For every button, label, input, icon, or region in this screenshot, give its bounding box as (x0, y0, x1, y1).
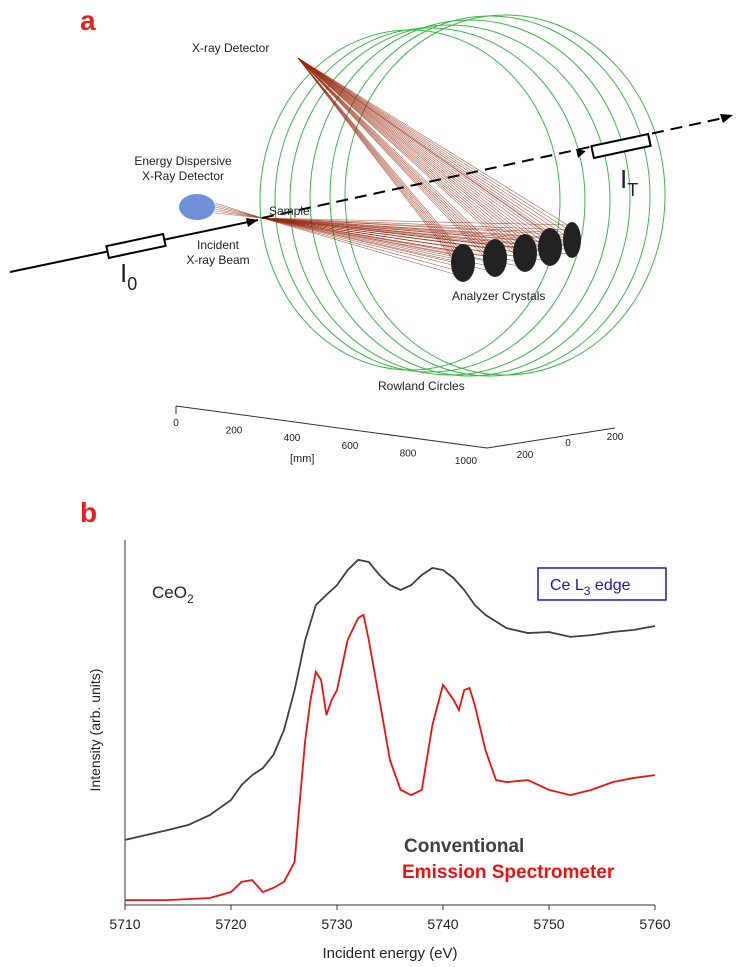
scale-tick-label: 200 (517, 450, 534, 461)
panel-label: b (80, 497, 97, 528)
label: X-ray Detector (192, 41, 269, 55)
post: edge (590, 577, 630, 594)
label: Sample (269, 204, 310, 218)
axis-unit: [mm] (290, 453, 314, 465)
scale-tick-label: 400 (284, 433, 301, 444)
scale-tick-label: 600 (342, 441, 359, 452)
x-tick-label: 5730 (321, 916, 352, 932)
base: I (620, 164, 627, 194)
sub: 2 (187, 592, 194, 606)
scale-tick-label: 800 (400, 448, 417, 459)
sample-label: CeO2 (152, 583, 194, 606)
ray (262, 218, 555, 262)
ray (298, 58, 550, 247)
label: Incident (197, 238, 240, 252)
ed-detector (179, 194, 215, 220)
scale-tick-label: 0 (173, 418, 179, 429)
ray (298, 58, 521, 238)
x-tick-label: 5750 (533, 916, 564, 932)
x-tick-label: 5710 (109, 916, 140, 932)
scale-ticks: 0 200 400 600 800 1000 200 0 200 (173, 418, 624, 467)
label: Rowland Circles (378, 379, 465, 393)
scale-tick-label: 0 (565, 438, 571, 449)
scale-tick-label: 1000 (455, 456, 478, 467)
i0-label: I0 (120, 258, 137, 294)
base: CeO (152, 583, 187, 602)
ray (298, 58, 571, 235)
label: Analyzer Crystals (452, 289, 545, 303)
ray (298, 58, 500, 273)
legend-entry: Conventional (404, 836, 524, 857)
scale-tick-label: 200 (226, 426, 243, 437)
ray (298, 58, 574, 245)
figure: a X-ray Detector Energy Dispersive X-Ray… (0, 0, 737, 962)
x-tick-label: 5740 (427, 916, 458, 932)
series-line (125, 560, 655, 840)
x-axis-label: Incident energy (eV) (322, 945, 457, 962)
label: Energy Dispersive (134, 154, 232, 168)
pre: Ce L (550, 577, 584, 594)
ray (298, 58, 568, 225)
label: X-Ray Detector (142, 169, 224, 183)
it-label: IT (620, 164, 638, 200)
rowland-circles (260, 15, 665, 376)
series-line (125, 615, 655, 900)
x-tick-label: 5720 (215, 916, 246, 932)
ray (262, 218, 465, 268)
label: X-ray Beam (186, 253, 249, 267)
ray (298, 58, 572, 240)
ray (298, 58, 569, 230)
ray (298, 58, 491, 243)
scale-tick-label: 200 (607, 432, 624, 443)
x-tick-label: 5760 (639, 916, 670, 932)
y-axis-label: Intensity (arb. units) (87, 669, 103, 792)
ray (298, 58, 522, 243)
base: I (120, 258, 127, 288)
panel-a: a X-ray Detector Energy Dispersive X-Ray… (10, 5, 733, 467)
legend-entry: Emission Spectrometer (402, 862, 615, 883)
panel-label: a (80, 5, 96, 36)
sub: T (627, 180, 638, 200)
sub: 0 (127, 274, 137, 294)
